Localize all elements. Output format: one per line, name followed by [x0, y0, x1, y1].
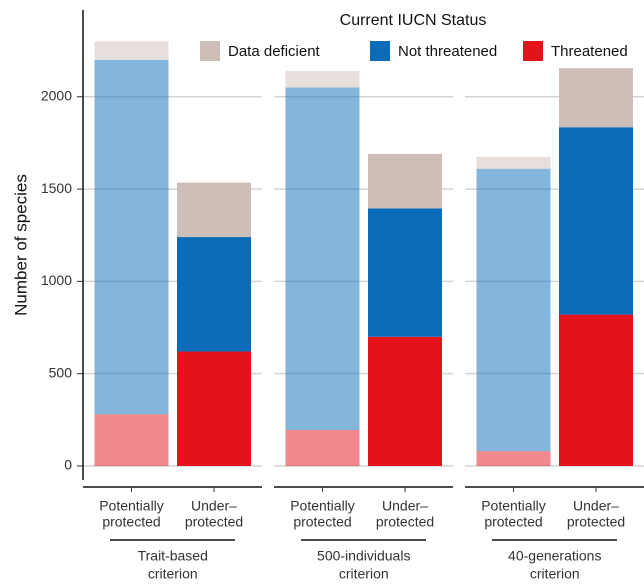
x-tick-label: protected	[102, 514, 160, 530]
x-tick-label: Under–	[382, 498, 428, 514]
facet-label: criterion	[148, 566, 198, 582]
y-tick-label: 500	[49, 364, 73, 380]
legend-label: Data deficient	[228, 43, 321, 60]
bar-segment	[476, 168, 551, 452]
bar-segment	[94, 41, 169, 60]
bar-segment	[368, 336, 442, 466]
x-tick-label: protected	[567, 514, 625, 530]
x-tick-label: Under–	[573, 498, 619, 514]
y-tick-label: 2000	[41, 87, 72, 103]
x-tick-label: Under–	[191, 498, 237, 514]
facet-label: 500-individuals	[317, 548, 410, 564]
facet-label: criterion	[530, 566, 580, 582]
bar-segment	[368, 208, 442, 337]
bar-segment	[285, 429, 360, 466]
bar-segment	[94, 414, 169, 466]
bar-segment	[177, 182, 251, 238]
x-tick-label: protected	[376, 514, 434, 530]
bar-segment	[476, 156, 551, 169]
y-axis-title: Number of species	[11, 174, 30, 316]
facet-label: 40-generations	[508, 548, 601, 564]
bar-segment	[285, 87, 360, 430]
legend-key	[370, 41, 390, 61]
y-tick-label: 0	[64, 457, 72, 473]
facet-label: Trait-based	[138, 548, 208, 564]
bar-segment	[177, 237, 251, 352]
bar-segment	[559, 68, 633, 128]
x-tick-label: Potentially	[290, 498, 355, 514]
x-tick-label: Potentially	[481, 498, 546, 514]
x-tick-label: protected	[293, 514, 351, 530]
x-tick-label: Potentially	[99, 498, 164, 514]
bar-segment	[177, 351, 251, 466]
bar-segment	[285, 70, 360, 88]
legend-title: Current IUCN Status	[340, 12, 487, 29]
facet-label: criterion	[339, 566, 389, 582]
bar-segment	[476, 451, 551, 466]
y-tick-label: 1500	[41, 180, 72, 196]
legend-label: Threatened	[551, 43, 628, 60]
x-tick-label: protected	[185, 514, 243, 530]
x-tick-label: protected	[484, 514, 542, 530]
legend-label: Not threatened	[398, 43, 497, 60]
y-tick-label: 1000	[41, 272, 72, 288]
bar-segment	[559, 314, 633, 466]
bar-segment	[368, 153, 442, 209]
bar-segment	[559, 127, 633, 315]
bar-segment	[94, 59, 169, 415]
legend-key	[523, 41, 543, 61]
legend-key	[200, 41, 220, 61]
